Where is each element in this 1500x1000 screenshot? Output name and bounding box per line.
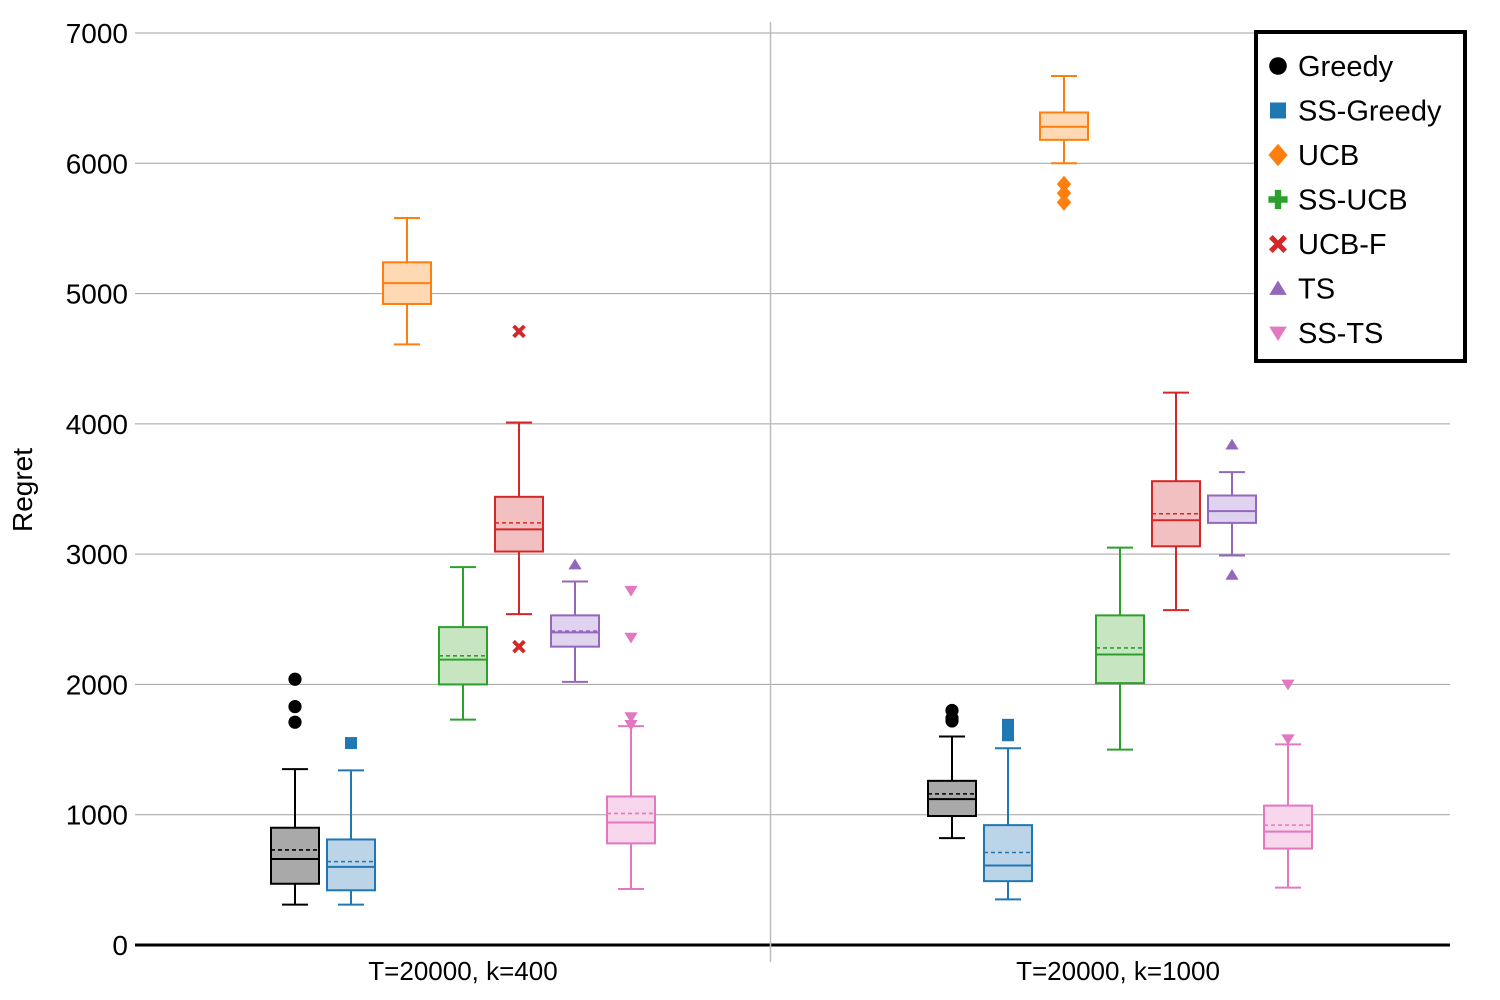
box-ucb-f <box>1151 391 1201 612</box>
outlier-point <box>624 712 638 723</box>
outlier-point <box>1281 734 1295 746</box>
iqr-box <box>326 838 376 892</box>
legend-marker <box>1268 143 1288 167</box>
legend-marker <box>1270 102 1286 119</box>
box-series <box>270 74 1313 906</box>
legend-item-ucb-f: UCB-F <box>1268 229 1387 261</box>
outlier-point <box>288 699 302 714</box>
y-tick-label: 1000 <box>66 800 128 831</box>
legend-marker <box>1268 189 1288 210</box>
legend-box <box>1254 30 1467 363</box>
box-ucb <box>382 217 432 346</box>
iqr-box <box>270 826 320 885</box>
box-ts <box>1207 438 1257 580</box>
y-axis-title: Regret <box>7 448 38 532</box>
outlier-point <box>624 632 638 644</box>
y-tick-label: 0 <box>112 930 128 961</box>
grid-lines <box>135 32 1450 816</box>
legend-marker <box>1269 57 1287 75</box>
y-tick-label: 4000 <box>66 409 128 440</box>
y-tick-label: 5000 <box>66 279 128 310</box>
outlier-point <box>624 585 638 597</box>
outlier-point <box>1281 679 1295 691</box>
legend-marker <box>1269 326 1287 341</box>
outlier-point <box>568 558 582 570</box>
legend-item-greedy: Greedy <box>1269 51 1394 83</box>
box-ucb <box>1039 74 1089 211</box>
outlier-point <box>624 720 638 731</box>
box-ss-ucb <box>438 566 488 721</box>
legend-label: UCB <box>1298 140 1359 172</box>
outlier-point <box>345 737 357 750</box>
iqr-box <box>494 495 544 553</box>
outlier-point <box>1002 729 1014 742</box>
legend-label: SS-TS <box>1298 318 1383 350</box>
outlier-point <box>288 715 302 729</box>
outlier-point <box>945 703 959 718</box>
outlier-point <box>1002 718 1014 731</box>
category-label: T=20000, k=1000 <box>1016 956 1220 986</box>
legend-label: TS <box>1298 274 1335 306</box>
category-label: T=20000, k=400 <box>368 956 557 986</box>
legend-item-ts: TS <box>1269 274 1335 306</box>
y-tick-label: 7000 <box>66 18 128 49</box>
box-ss-greedy <box>326 737 376 906</box>
legend-label: UCB-F <box>1298 229 1387 261</box>
legend-item-ss-greedy: SS-Greedy <box>1270 96 1442 128</box>
box-ucb-f <box>494 324 544 654</box>
legend-item-ss-ts: SS-TS <box>1269 318 1383 350</box>
outlier-point <box>512 324 526 339</box>
box-greedy <box>270 672 320 906</box>
legend-marker <box>1268 234 1288 254</box>
outlier-point <box>288 672 302 686</box>
iqr-box <box>606 795 656 845</box>
y-tick-label: 2000 <box>66 669 128 700</box>
iqr-box <box>1095 614 1145 685</box>
outlier-point <box>512 639 526 654</box>
box-ss-greedy <box>983 718 1033 901</box>
legend-label: Greedy <box>1298 51 1394 83</box>
box-ss-ts <box>1263 679 1313 889</box>
outlier-point <box>1225 568 1239 580</box>
outlier-point <box>1056 175 1072 193</box>
legend-label: SS-UCB <box>1298 185 1408 217</box>
iqr-box <box>1207 494 1257 524</box>
legend: Greedy SS-Greedy UCB SS-UCB UCB-F TS SS-TS <box>1254 30 1467 363</box>
legend-item-ss-ucb: SS-UCB <box>1268 185 1408 217</box>
legend-marker <box>1269 280 1287 295</box>
outlier-point <box>1225 438 1239 450</box>
outlier-point <box>1056 184 1072 202</box>
y-tick-label: 3000 <box>66 539 128 570</box>
legend-label: SS-Greedy <box>1298 96 1442 128</box>
box-greedy <box>927 703 977 840</box>
legend-item-ucb: UCB <box>1268 140 1359 172</box>
x-axis-categories: T=20000, k=400 T=20000, k=1000 <box>368 956 1220 986</box>
y-axis: 0 1000 2000 3000 4000 5000 6000 7000 <box>66 18 128 961</box>
iqr-box <box>1263 804 1313 850</box>
box-ss-ucb <box>1095 546 1145 751</box>
y-tick-label: 6000 <box>66 148 128 179</box>
box-ss-ts <box>606 585 656 890</box>
box-ts <box>550 558 600 683</box>
outlier-point <box>1056 193 1072 211</box>
